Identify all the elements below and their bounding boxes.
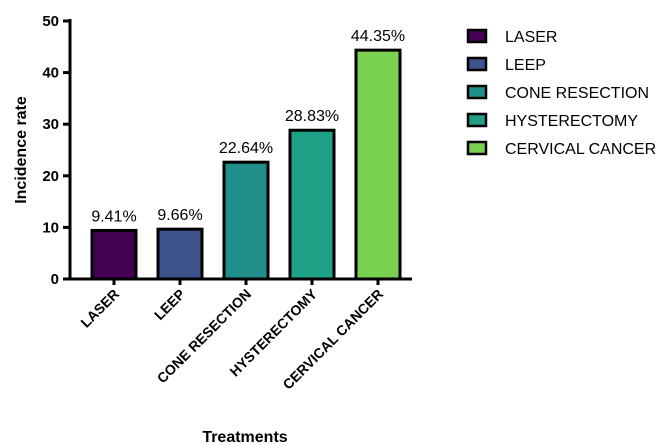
legend-swatch bbox=[466, 140, 488, 156]
y-tick-label: 0 bbox=[51, 271, 59, 288]
y-axis-title: Incidence rate bbox=[13, 96, 30, 204]
y-tick-label: 40 bbox=[42, 65, 59, 82]
y-tick-label: 20 bbox=[42, 168, 59, 185]
data-label: 44.35% bbox=[351, 28, 405, 45]
legend-swatch bbox=[466, 112, 488, 128]
legend-label: CONE RESECTION bbox=[505, 85, 649, 102]
data-label: 28.83% bbox=[285, 108, 339, 125]
data-label: 22.64% bbox=[219, 140, 273, 157]
x-tick-label: LEEP bbox=[151, 286, 188, 323]
bar-hysterectomy bbox=[288, 128, 336, 281]
y-tick-label: 50 bbox=[42, 13, 59, 30]
legend-swatch bbox=[466, 56, 488, 72]
x-axis-title: Treatments bbox=[202, 429, 287, 445]
legend-label: HYSTERECTOMY bbox=[505, 113, 638, 130]
legend-label: LEEP bbox=[505, 57, 546, 74]
legend-label: CERVICAL CANCER bbox=[505, 141, 656, 158]
bar-cervical-cancer bbox=[354, 48, 402, 281]
data-label: 9.66% bbox=[157, 207, 202, 224]
bar-cone-resection bbox=[222, 160, 270, 281]
bar-leep bbox=[156, 227, 204, 281]
legend-swatch bbox=[466, 84, 488, 100]
y-tick-label: 10 bbox=[42, 219, 59, 236]
legend-label: LASER bbox=[505, 29, 557, 46]
legend: LASER LEEP CONE RESECTION HYSTERECTOMY CERVI… bbox=[466, 28, 656, 158]
y-tick-label: 30 bbox=[42, 116, 59, 133]
x-tick-label: LASER bbox=[77, 286, 122, 331]
data-label: 9.41% bbox=[91, 208, 136, 225]
bar-laser bbox=[90, 228, 138, 281]
legend-swatch bbox=[466, 28, 488, 44]
